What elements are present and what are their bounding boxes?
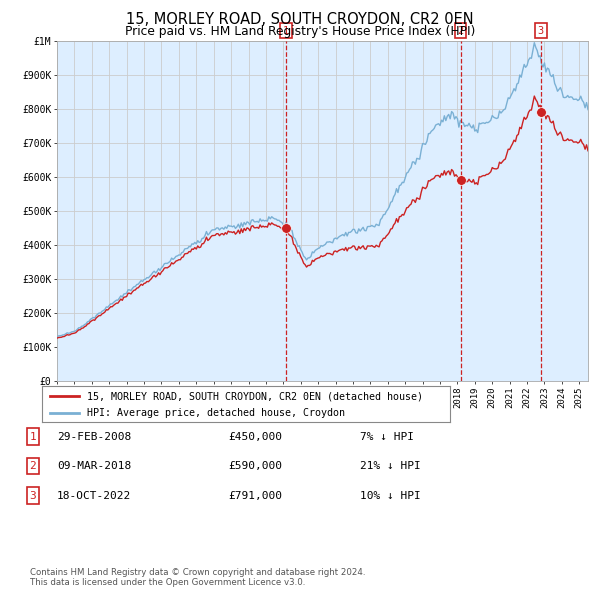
Text: 3: 3 [29, 491, 37, 500]
Text: 29-FEB-2008: 29-FEB-2008 [57, 432, 131, 441]
Text: 10% ↓ HPI: 10% ↓ HPI [360, 491, 421, 500]
Text: HPI: Average price, detached house, Croydon: HPI: Average price, detached house, Croy… [87, 408, 345, 418]
Text: 3: 3 [538, 26, 544, 36]
Text: £791,000: £791,000 [228, 491, 282, 500]
Text: 15, MORLEY ROAD, SOUTH CROYDON, CR2 0EN: 15, MORLEY ROAD, SOUTH CROYDON, CR2 0EN [126, 12, 474, 27]
Text: 1: 1 [283, 26, 289, 36]
Text: Price paid vs. HM Land Registry's House Price Index (HPI): Price paid vs. HM Land Registry's House … [125, 25, 475, 38]
Text: £590,000: £590,000 [228, 461, 282, 471]
Text: 7% ↓ HPI: 7% ↓ HPI [360, 432, 414, 441]
Text: 09-MAR-2018: 09-MAR-2018 [57, 461, 131, 471]
Text: 2: 2 [458, 26, 464, 36]
Text: £450,000: £450,000 [228, 432, 282, 441]
Text: 18-OCT-2022: 18-OCT-2022 [57, 491, 131, 500]
Text: Contains HM Land Registry data © Crown copyright and database right 2024.
This d: Contains HM Land Registry data © Crown c… [30, 568, 365, 587]
Text: 2: 2 [29, 461, 37, 471]
Text: 15, MORLEY ROAD, SOUTH CROYDON, CR2 0EN (detached house): 15, MORLEY ROAD, SOUTH CROYDON, CR2 0EN … [87, 391, 423, 401]
Text: 1: 1 [29, 432, 37, 441]
Text: 21% ↓ HPI: 21% ↓ HPI [360, 461, 421, 471]
